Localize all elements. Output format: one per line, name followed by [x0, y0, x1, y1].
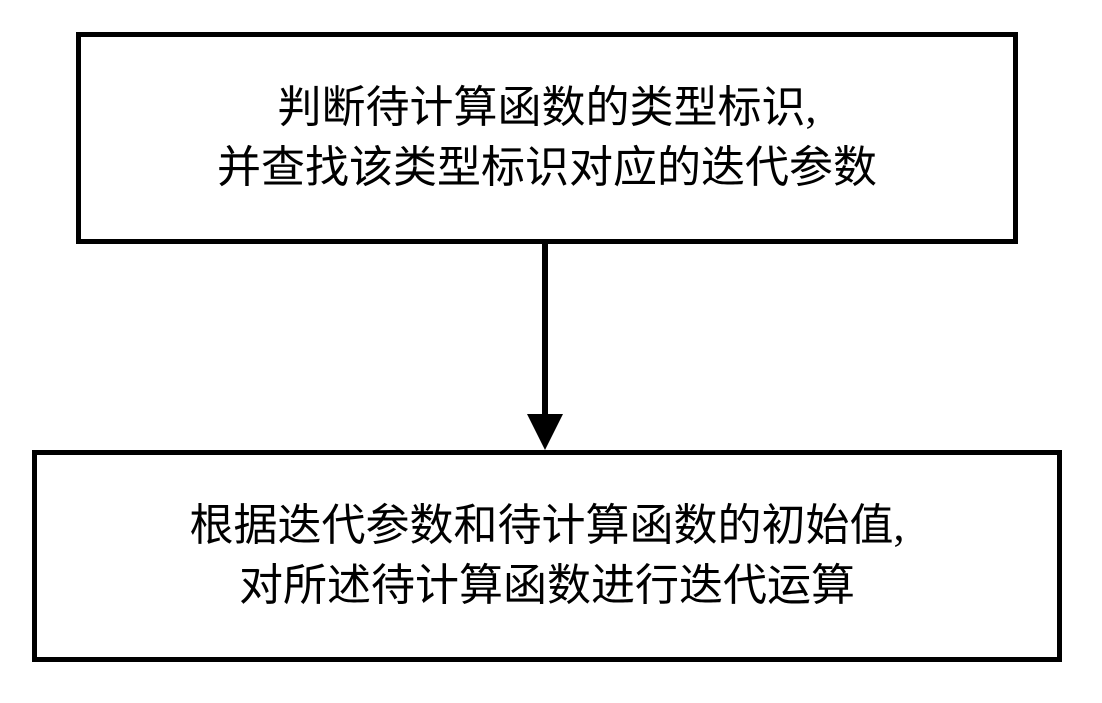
flowchart-node-step2-line-1: 对所述待计算函数进行迭代运算 — [239, 556, 855, 616]
flowchart-node-step2-line-0: 根据迭代参数和待计算函数的初始值, — [190, 496, 905, 556]
flowchart-arrow-0-head — [527, 414, 563, 450]
flowchart-node-step2: 根据迭代参数和待计算函数的初始值,对所述待计算函数进行迭代运算 — [32, 450, 1062, 662]
flowchart-node-step1-line-1: 并查找该类型标识对应的迭代参数 — [217, 138, 877, 198]
flowchart-node-step1-line-0: 判断待计算函数的类型标识, — [278, 78, 817, 138]
flowchart-canvas: 判断待计算函数的类型标识,并查找该类型标识对应的迭代参数根据迭代参数和待计算函数… — [0, 0, 1102, 703]
flowchart-node-step1: 判断待计算函数的类型标识,并查找该类型标识对应的迭代参数 — [76, 32, 1018, 244]
flowchart-arrow-0-shaft — [542, 244, 548, 414]
